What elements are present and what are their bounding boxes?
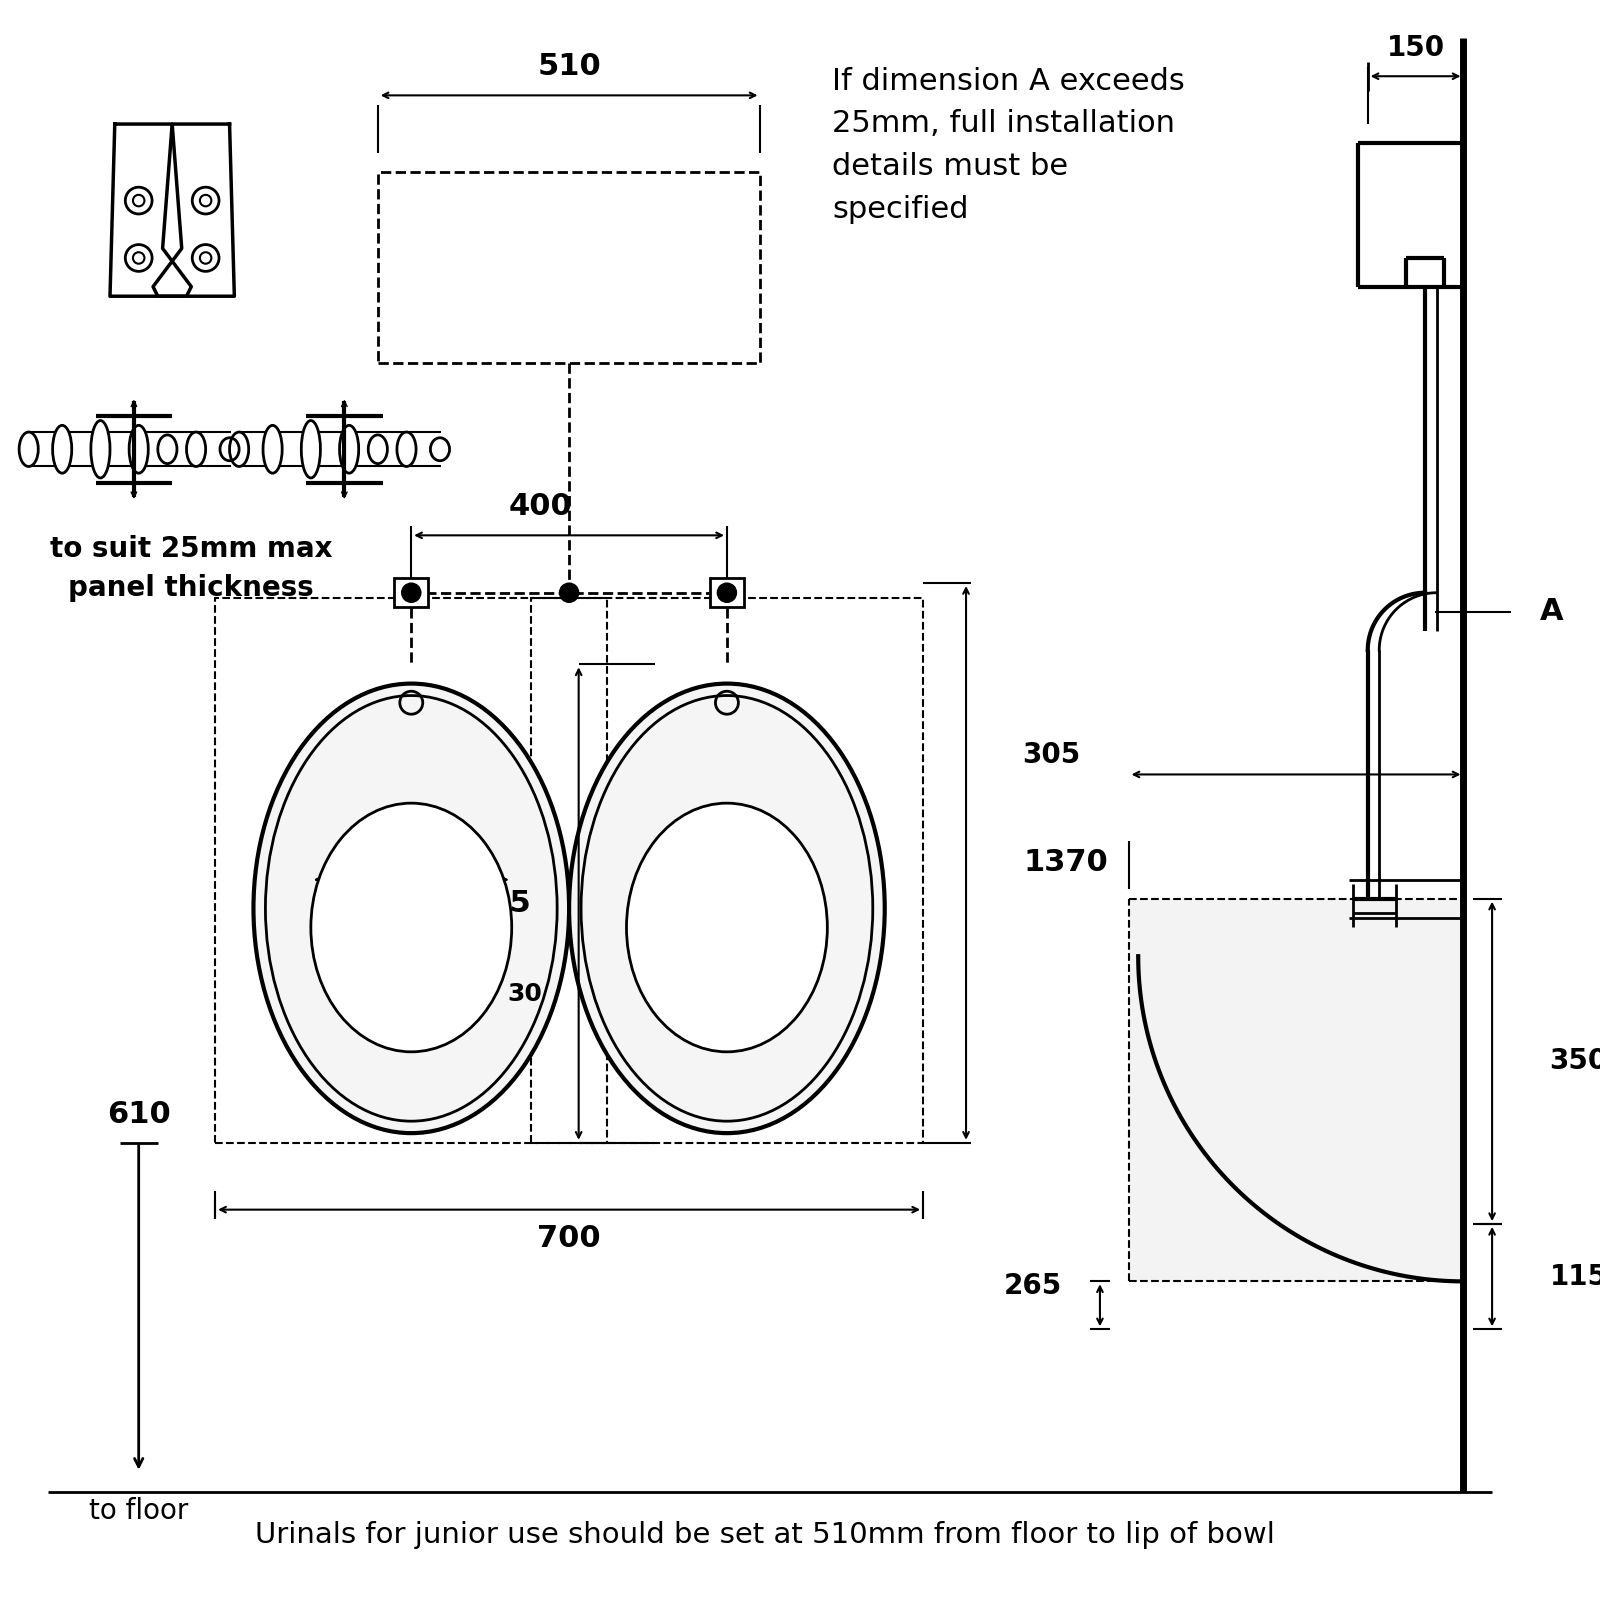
Bar xyxy=(378,171,760,363)
Ellipse shape xyxy=(187,432,206,467)
Ellipse shape xyxy=(53,426,72,474)
Ellipse shape xyxy=(219,438,238,461)
Text: 115: 115 xyxy=(1549,1262,1600,1291)
Ellipse shape xyxy=(581,696,872,1122)
Text: 1370: 1370 xyxy=(1024,848,1109,877)
Ellipse shape xyxy=(262,426,282,474)
Circle shape xyxy=(560,582,579,602)
Circle shape xyxy=(125,187,152,214)
Ellipse shape xyxy=(339,426,358,474)
Text: 610: 610 xyxy=(107,1099,171,1128)
Text: 700: 700 xyxy=(538,1224,602,1253)
Ellipse shape xyxy=(158,435,178,464)
Ellipse shape xyxy=(19,432,38,467)
Text: 265: 265 xyxy=(1003,1272,1062,1301)
Text: 215: 215 xyxy=(382,942,440,970)
Text: A: A xyxy=(1539,597,1563,626)
Ellipse shape xyxy=(91,421,110,478)
Ellipse shape xyxy=(229,432,248,467)
Circle shape xyxy=(192,187,219,214)
Text: 30: 30 xyxy=(507,982,542,1006)
Bar xyxy=(710,578,744,606)
Circle shape xyxy=(192,245,219,272)
Ellipse shape xyxy=(627,803,827,1051)
Polygon shape xyxy=(154,125,234,296)
Bar xyxy=(531,597,923,1142)
Text: 350: 350 xyxy=(1549,1048,1600,1075)
Bar xyxy=(394,578,429,606)
Text: 510: 510 xyxy=(538,53,602,82)
Text: 305: 305 xyxy=(1022,741,1082,770)
Text: 400: 400 xyxy=(509,493,573,522)
Text: to floor: to floor xyxy=(90,1498,189,1525)
Ellipse shape xyxy=(130,426,149,474)
Ellipse shape xyxy=(368,435,387,464)
Circle shape xyxy=(402,582,421,602)
Text: 150: 150 xyxy=(1387,34,1445,61)
Circle shape xyxy=(717,582,736,602)
Text: to suit 25mm max
panel thickness: to suit 25mm max panel thickness xyxy=(50,536,333,602)
Ellipse shape xyxy=(301,421,320,478)
Bar xyxy=(216,597,608,1142)
Ellipse shape xyxy=(253,683,570,1133)
Ellipse shape xyxy=(266,696,557,1122)
Ellipse shape xyxy=(570,683,885,1133)
Bar xyxy=(1128,899,1464,1282)
Text: 280: 280 xyxy=(382,837,440,866)
Text: If dimension A exceeds
25mm, full installation
details must be
specified: If dimension A exceeds 25mm, full instal… xyxy=(832,67,1186,224)
Polygon shape xyxy=(110,125,192,296)
Ellipse shape xyxy=(310,803,512,1051)
Circle shape xyxy=(125,245,152,272)
Text: 665: 665 xyxy=(467,890,531,918)
Ellipse shape xyxy=(397,432,416,467)
Text: Urinals for junior use should be set at 510mm from floor to lip of bowl: Urinals for junior use should be set at … xyxy=(256,1522,1275,1549)
Ellipse shape xyxy=(430,438,450,461)
